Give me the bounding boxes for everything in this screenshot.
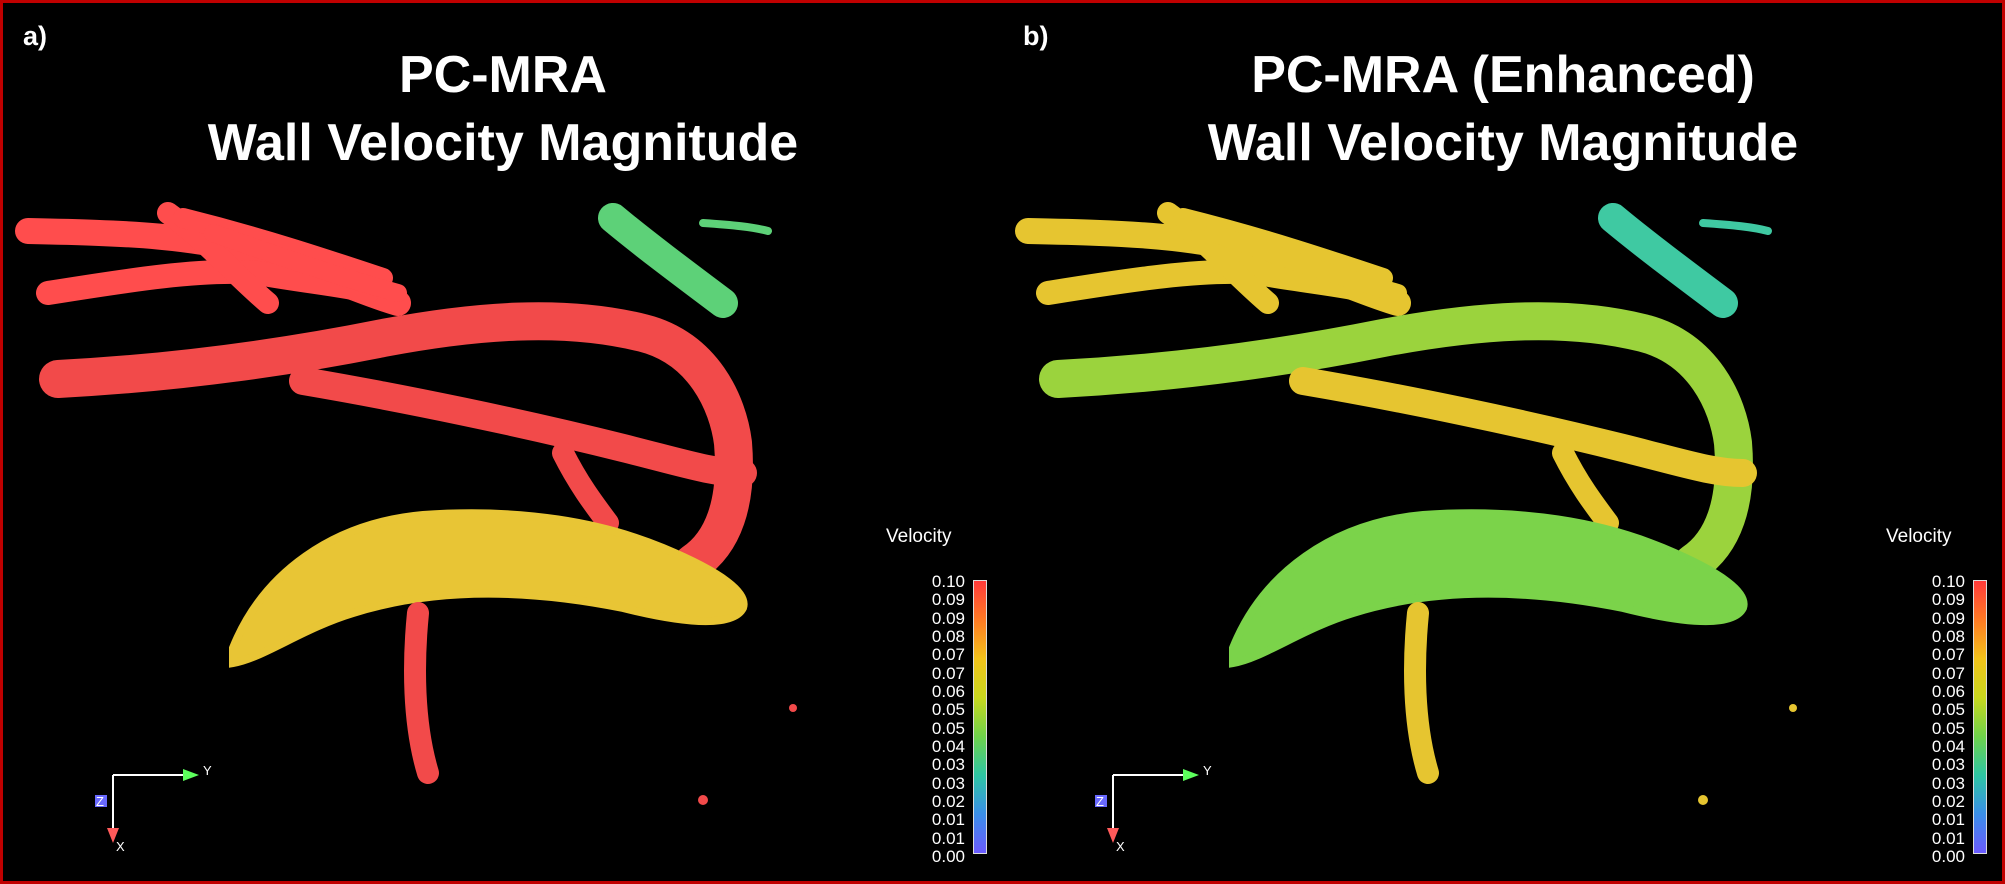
legend-colorbar bbox=[973, 580, 987, 854]
legend-tick-label: 0.03 bbox=[931, 773, 965, 793]
legend-tick-label: 0.10 bbox=[1931, 572, 1965, 591]
panel-title-b: PC-MRA (Enhanced) Wall Velocity Magnitud… bbox=[1003, 41, 2002, 177]
legend-tick-label: 0.01 bbox=[931, 828, 965, 848]
title-line1: PC-MRA bbox=[399, 46, 607, 104]
legend-tick-label: 0.05 bbox=[931, 700, 965, 720]
axis-label-x: X bbox=[1116, 839, 1125, 854]
legend-tick-label: 0.05 bbox=[1931, 718, 1965, 738]
legend-tick-label: 0.07 bbox=[931, 645, 965, 665]
legend-tick-label: 0.09 bbox=[1931, 590, 1965, 610]
legend-ticks: 0.10 0.09 0.09 0.08 0.07 0.07 0.06 0.05 0.05 0.04… bbox=[1919, 572, 1965, 867]
panel-a: Y Z X a) PC-MRA Wall Velocity Magnitude … bbox=[3, 3, 1003, 881]
legend-tick-label: 0.06 bbox=[1931, 682, 1965, 702]
legend-tick-label: 0.09 bbox=[931, 608, 965, 628]
legend-tick-label: 0.07 bbox=[1931, 645, 1965, 665]
legend-title: Velocity bbox=[1886, 526, 1952, 547]
legend-tick-label: 0.05 bbox=[1931, 700, 1965, 720]
vessel-render-b: Y Z X bbox=[1015, 202, 1797, 854]
axis-label-z: Z bbox=[96, 794, 104, 809]
legend-tick-label: 0.08 bbox=[931, 627, 965, 647]
axis-triad-b: Y Z X bbox=[1095, 763, 1212, 854]
legend-tick-label: 0.00 bbox=[931, 847, 965, 867]
vessel-render-a: Y Z X bbox=[15, 202, 797, 854]
title-line2: Wall Velocity Magnitude bbox=[1207, 114, 1799, 172]
legend-tick-label: 0.00 bbox=[1931, 847, 1965, 867]
legend-tick-label: 0.09 bbox=[931, 590, 965, 610]
title-line1: PC-MRA (Enhanced) bbox=[1251, 46, 1755, 104]
panel-title-a: PC-MRA Wall Velocity Magnitude bbox=[3, 41, 1003, 177]
legend-tick-label: 0.01 bbox=[1931, 810, 1965, 830]
legend-ticks: 0.10 0.09 0.09 0.08 0.07 0.07 0.06 0.05 0.05 0.04… bbox=[919, 572, 965, 867]
legend-tick-label: 0.03 bbox=[1931, 773, 1965, 793]
legend-tick-label: 0.04 bbox=[931, 737, 965, 757]
axis-triad-a: Y Z X bbox=[95, 763, 212, 854]
legend-tick-label: 0.07 bbox=[931, 663, 965, 683]
legend-tick-label: 0.03 bbox=[1931, 755, 1965, 775]
axis-label-x: X bbox=[116, 839, 125, 854]
panel-b: Y Z X b) PC-MRA (Enhanced) Wall Velocity… bbox=[1003, 3, 2002, 881]
legend-tick-label: 0.09 bbox=[1931, 608, 1965, 628]
legend-tick-label: 0.01 bbox=[1931, 828, 1965, 848]
legend-tick-label: 0.10 bbox=[931, 572, 965, 591]
legend-tick-label: 0.02 bbox=[931, 792, 965, 812]
axis-label-y: Y bbox=[203, 763, 212, 778]
legend-tick-label: 0.05 bbox=[931, 718, 965, 738]
legend-tick-label: 0.06 bbox=[931, 682, 965, 702]
legend-tick-label: 0.02 bbox=[1931, 792, 1965, 812]
legend-tick-label: 0.04 bbox=[1931, 737, 1965, 757]
panel-label-b: b) bbox=[1023, 21, 1049, 51]
legend-tick-label: 0.03 bbox=[931, 755, 965, 775]
legend-tick-label: 0.07 bbox=[1931, 663, 1965, 683]
legend-title: Velocity bbox=[886, 526, 952, 547]
title-line2: Wall Velocity Magnitude bbox=[207, 114, 799, 172]
legend-colorbar bbox=[1973, 580, 1987, 854]
legend-tick-label: 0.01 bbox=[931, 810, 965, 830]
axis-label-y: Y bbox=[1203, 763, 1212, 778]
legend-tick-label: 0.08 bbox=[1931, 627, 1965, 647]
axis-label-z: Z bbox=[1096, 794, 1104, 809]
panel-label-a: a) bbox=[23, 21, 48, 51]
